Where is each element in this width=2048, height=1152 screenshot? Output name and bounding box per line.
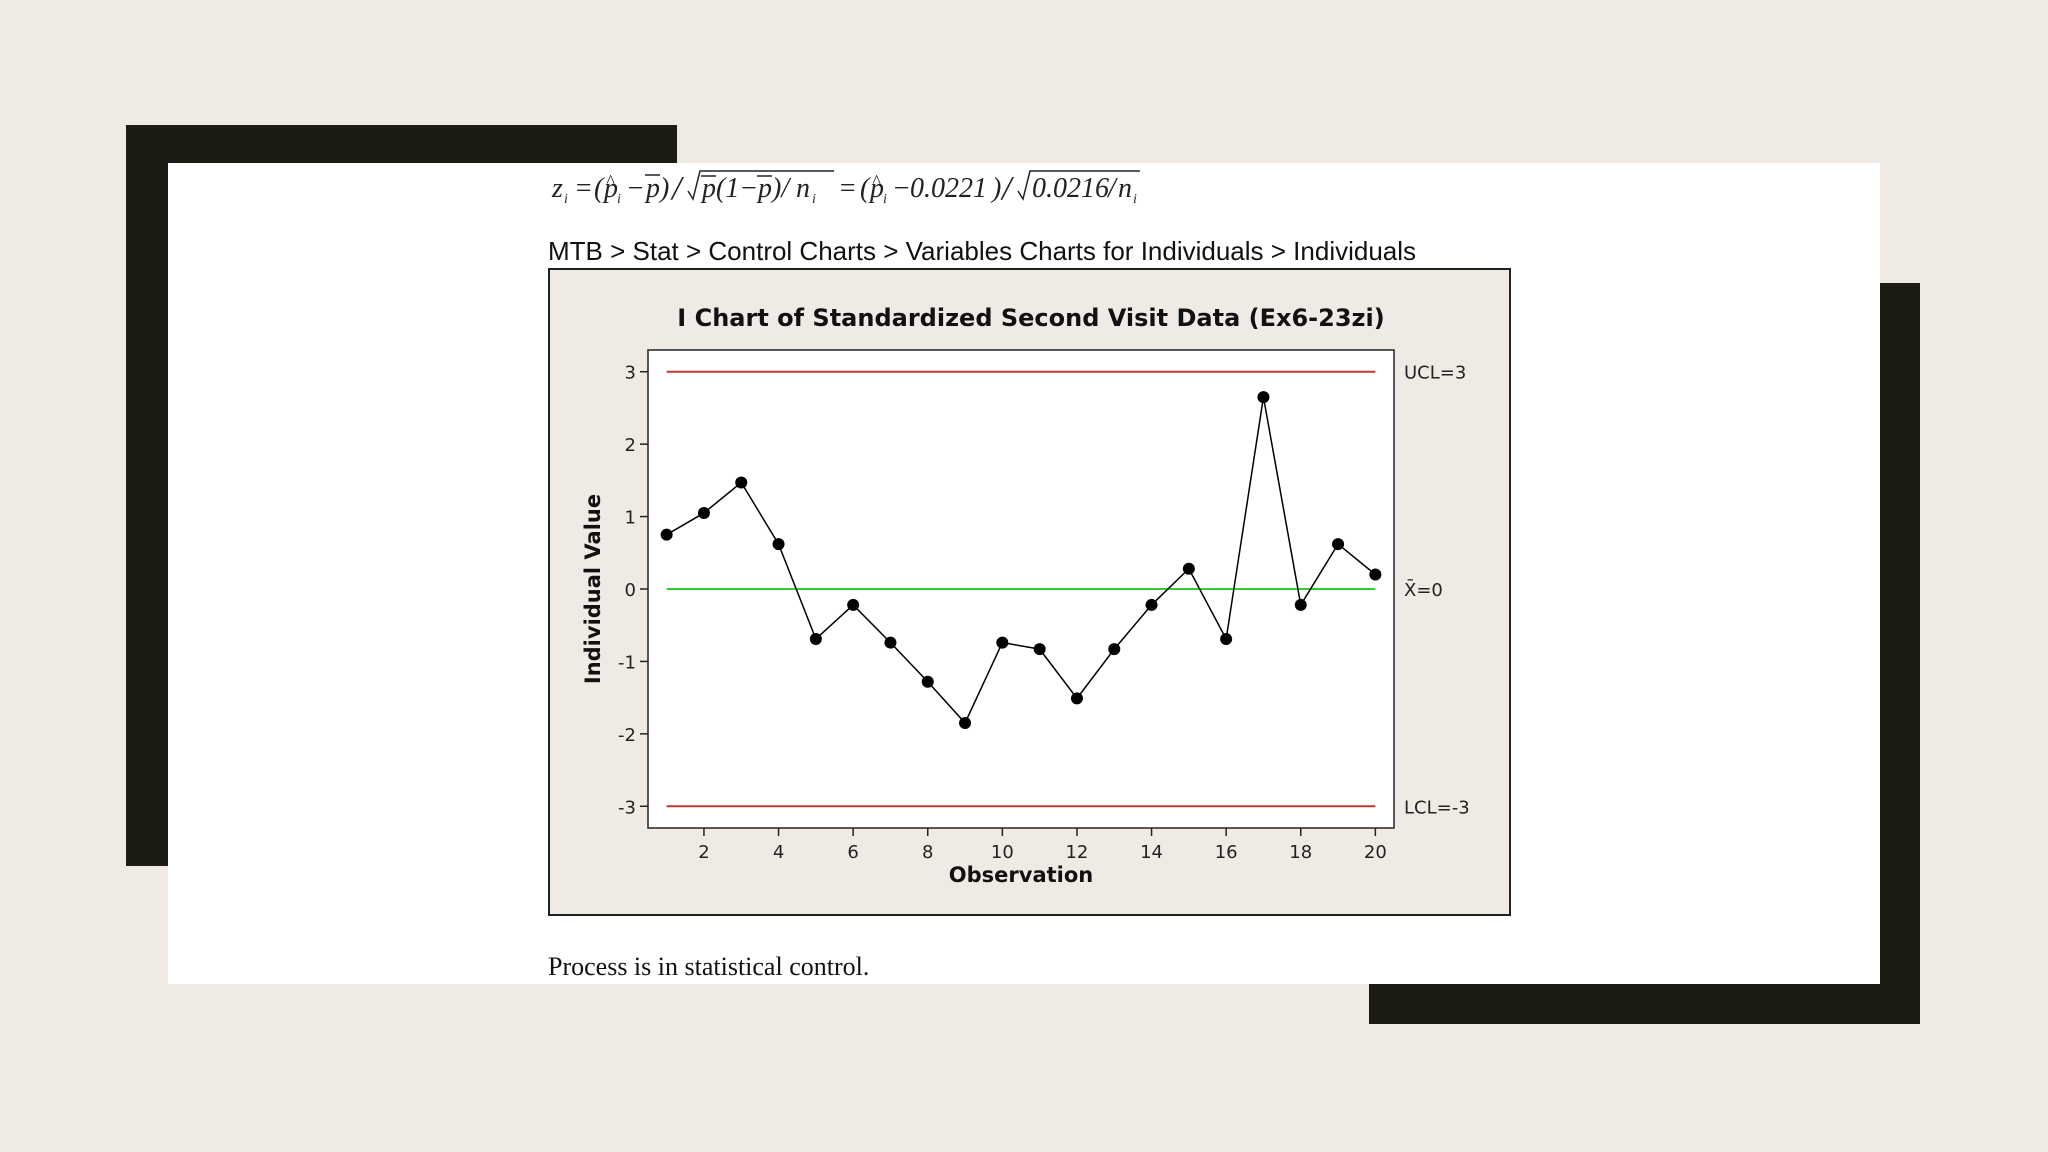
- data-point: [1108, 643, 1121, 656]
- x-tick-label: 16: [1215, 842, 1238, 863]
- data-point: [959, 716, 972, 729]
- svg-text:i: i: [812, 192, 816, 207]
- x-tick-label: 4: [773, 842, 784, 863]
- svg-text:p: p: [868, 173, 884, 204]
- data-point: [1070, 692, 1083, 705]
- data-point: [884, 636, 897, 649]
- y-tick-label: 3: [625, 363, 636, 384]
- y-axis: 3 2 1 0 -1 -2 -3: [618, 363, 648, 818]
- z-statistic-formula: z i = ( p ^ i − p ) / p (1− p )/ n i = (…: [550, 163, 1150, 211]
- conclusion-text: Process is in statistical control.: [548, 952, 870, 981]
- x-tick-label: 20: [1364, 842, 1387, 863]
- data-series: [660, 391, 1382, 729]
- data-point: [996, 636, 1009, 649]
- x-tick-label: 2: [698, 842, 709, 863]
- x-tick-label: 8: [922, 842, 933, 863]
- y-tick-label: -3: [618, 797, 636, 818]
- data-point: [660, 528, 673, 541]
- chart-title: I Chart of Standardized Second Visit Dat…: [677, 304, 1384, 332]
- data-point: [697, 506, 710, 519]
- svg-text:p: p: [756, 173, 772, 204]
- x-tick-label: 12: [1065, 842, 1088, 863]
- svg-text:n: n: [796, 173, 810, 204]
- data-point: [1145, 598, 1158, 611]
- svg-text:p: p: [644, 173, 660, 204]
- svg-text:): ): [990, 173, 1001, 204]
- svg-text:^: ^: [606, 171, 615, 191]
- svg-text:(: (: [594, 173, 605, 204]
- data-point: [1294, 598, 1307, 611]
- x-tick-label: 14: [1140, 842, 1163, 863]
- x-tick-label: 18: [1289, 842, 1312, 863]
- svg-text:−: −: [892, 173, 911, 204]
- svg-text:n: n: [1118, 173, 1132, 204]
- x-axis-label: Observation: [949, 863, 1093, 887]
- svg-text:^: ^: [872, 171, 881, 191]
- svg-text:p: p: [602, 173, 618, 204]
- i-chart: I Chart of Standardized Second Visit Dat…: [581, 304, 1470, 887]
- svg-text:i: i: [883, 192, 887, 207]
- x-tick-label: 6: [847, 842, 858, 863]
- data-point: [772, 538, 785, 551]
- svg-text:(1−: (1−: [716, 173, 758, 204]
- svg-text:p: p: [700, 173, 716, 204]
- svg-text:(: (: [860, 173, 871, 204]
- control-limit-lines: UCL=3 X̄=0 LCL=-3: [666, 363, 1470, 818]
- series-line: [666, 396, 1376, 725]
- data-point: [1182, 562, 1195, 575]
- svg-text:/: /: [1000, 170, 1015, 207]
- y-tick-label: -1: [618, 652, 636, 673]
- y-axis-label: Individual Value: [581, 494, 605, 684]
- svg-text:/: /: [1106, 173, 1118, 204]
- svg-text:i: i: [617, 192, 621, 207]
- svg-text:): ): [658, 173, 669, 204]
- y-tick-label: 2: [625, 435, 636, 456]
- data-point: [1369, 568, 1382, 581]
- data-point: [847, 598, 860, 611]
- svg-text:/: /: [670, 170, 685, 207]
- svg-text:=: =: [574, 173, 593, 204]
- data-point: [1332, 538, 1345, 551]
- svg-text:)/: )/: [770, 173, 791, 204]
- x-tick-label: 10: [991, 842, 1014, 863]
- formula-denominator-value: 0.0216: [1032, 173, 1109, 204]
- data-point: [921, 675, 934, 688]
- y-tick-label: 0: [625, 580, 636, 601]
- svg-text:i: i: [564, 192, 568, 207]
- formula-z: z: [551, 173, 563, 204]
- limit-label-cl: X̄=0: [1404, 579, 1443, 601]
- limit-label-ucl: UCL=3: [1404, 363, 1466, 384]
- svg-text:i: i: [1133, 192, 1137, 207]
- svg-text:=: =: [838, 173, 857, 204]
- limit-label-lcl: LCL=-3: [1404, 797, 1470, 818]
- data-point: [1220, 632, 1233, 645]
- control-chart-panel: I Chart of Standardized Second Visit Dat…: [548, 268, 1511, 916]
- y-tick-label: 1: [625, 508, 636, 529]
- data-point: [809, 632, 822, 645]
- data-point: [1257, 391, 1270, 404]
- x-axis: 2 4 6 8 10 12 14 16 18 20: [698, 828, 1387, 863]
- formula-p-bar-value: 0.0221: [910, 173, 987, 204]
- data-point: [735, 476, 748, 489]
- menu-path-text: MTB > Stat > Control Charts > Variables …: [548, 236, 1417, 266]
- y-tick-label: -2: [618, 725, 636, 746]
- svg-text:−: −: [626, 173, 645, 204]
- data-point: [1033, 643, 1046, 656]
- formula-graphic: z i = ( p ^ i − p ) / p (1− p )/ n i = (…: [551, 170, 1140, 207]
